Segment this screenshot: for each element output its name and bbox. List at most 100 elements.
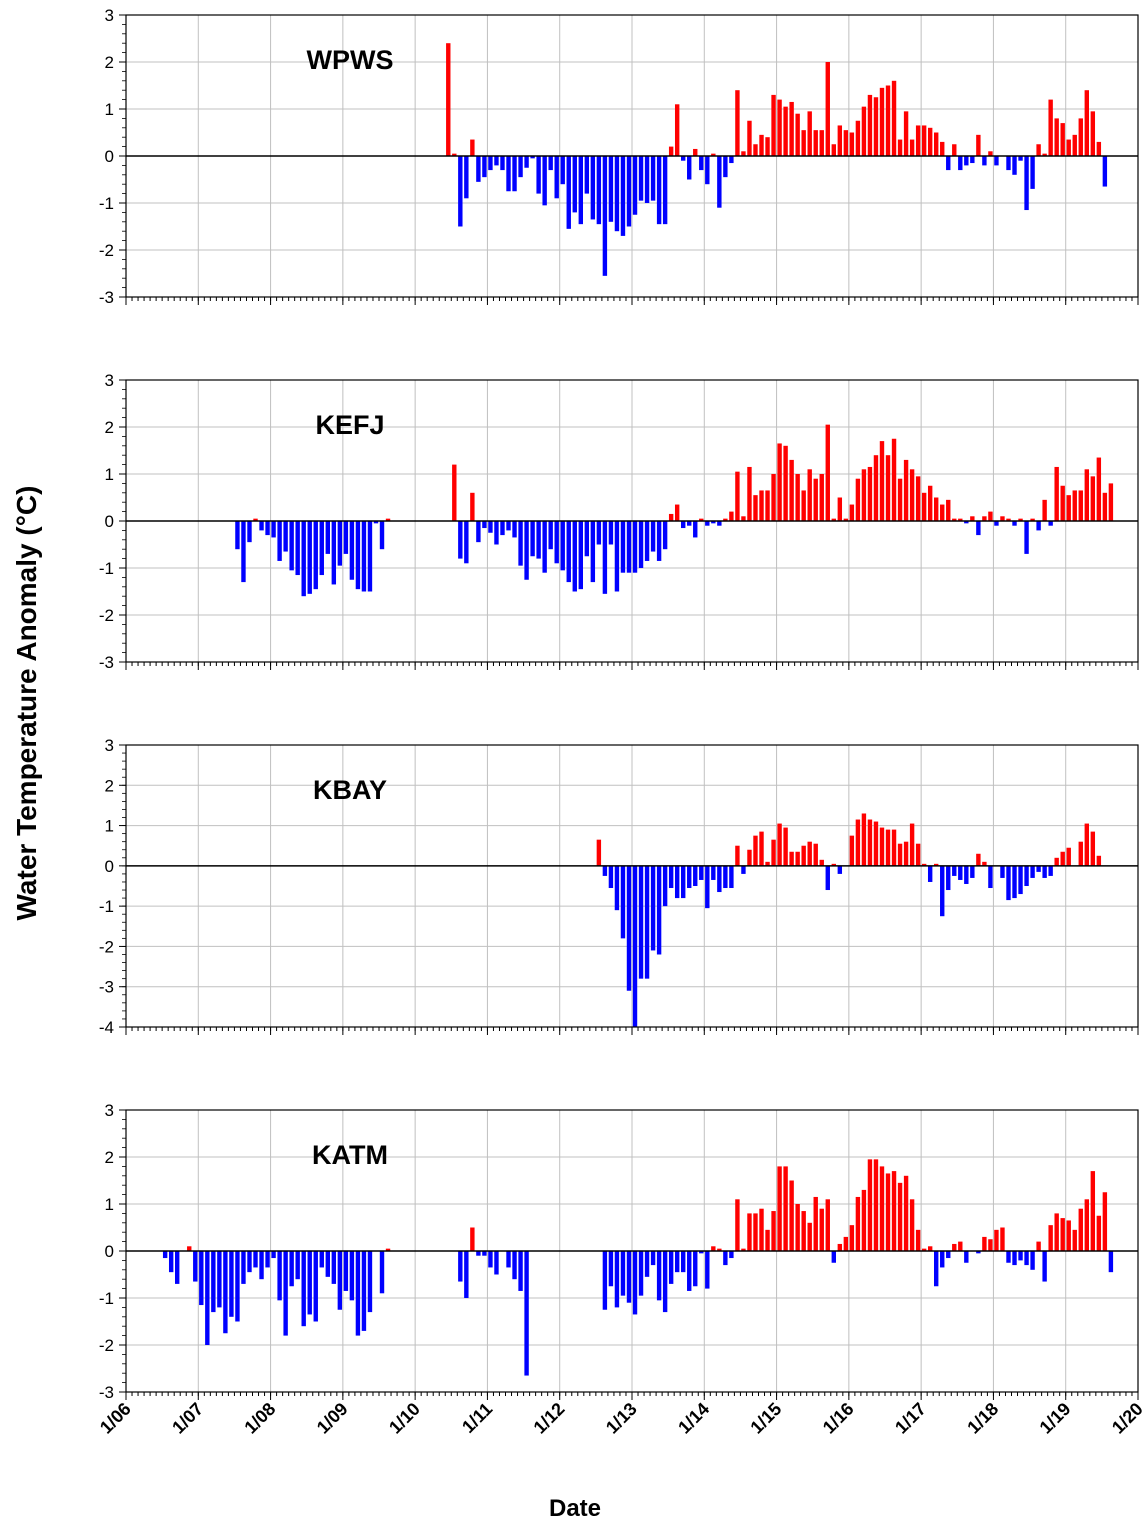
bar (717, 521, 722, 526)
bar (807, 841, 812, 866)
bar (494, 156, 499, 166)
bar (349, 1251, 355, 1301)
bar (717, 156, 722, 208)
bar (1054, 857, 1059, 866)
bar (626, 865, 632, 991)
bar (783, 1166, 788, 1251)
bar (1054, 1213, 1059, 1251)
bar (1018, 156, 1023, 161)
bar (668, 865, 674, 889)
bar (711, 153, 716, 156)
bar (777, 443, 782, 521)
bar (903, 841, 909, 866)
bar (897, 139, 903, 156)
bar (807, 1222, 812, 1251)
bar (488, 156, 493, 171)
bar (964, 1251, 969, 1263)
bar (723, 518, 728, 521)
bar (476, 156, 481, 182)
bar (819, 859, 824, 866)
bar (608, 521, 614, 545)
bar (512, 1251, 517, 1280)
bar (518, 156, 523, 178)
bar (958, 518, 963, 521)
bar (662, 1251, 668, 1313)
bar (620, 1251, 626, 1296)
bar (988, 511, 993, 521)
bar (855, 819, 861, 866)
bar (1018, 1251, 1023, 1261)
bar (801, 130, 806, 156)
bar (699, 156, 704, 171)
bar (825, 1199, 830, 1251)
bar (656, 1251, 662, 1301)
bar (994, 521, 999, 526)
bar (891, 438, 897, 521)
bar (650, 521, 656, 552)
bar (759, 1208, 764, 1251)
bar (1090, 831, 1096, 866)
y-tick-label: 2 (105, 1148, 114, 1167)
bar (885, 1173, 891, 1251)
bar (313, 521, 318, 590)
bar (650, 865, 656, 951)
bar (837, 125, 843, 156)
bar (1024, 156, 1029, 211)
y-tick-label: -1 (99, 897, 114, 916)
y-tick-label: -2 (99, 1336, 114, 1355)
bar (789, 851, 794, 866)
bar (632, 1251, 638, 1315)
bar (813, 478, 818, 521)
bar (747, 466, 752, 521)
bar (614, 156, 620, 232)
bar (765, 490, 770, 521)
bar (488, 521, 493, 533)
bar (536, 521, 541, 559)
bar (970, 156, 975, 164)
bar (741, 865, 746, 874)
bar (656, 156, 662, 225)
bar (1078, 1208, 1083, 1251)
bar (584, 521, 590, 557)
bar (1066, 847, 1071, 866)
bar (566, 521, 571, 583)
y-tick-label: -1 (99, 1289, 114, 1308)
bar (638, 521, 644, 568)
bar (476, 521, 481, 543)
bar (921, 1248, 927, 1251)
bar (771, 839, 776, 866)
y-tick-label: 3 (105, 371, 114, 390)
bar (548, 156, 553, 171)
bar (843, 1236, 849, 1251)
bar (241, 521, 246, 583)
bar (1090, 476, 1096, 521)
bar (560, 156, 565, 185)
bar (1012, 1251, 1017, 1266)
bar (175, 1251, 180, 1284)
bar (891, 1171, 897, 1251)
bar (566, 156, 571, 229)
bar (795, 113, 800, 156)
bar (861, 1189, 867, 1251)
bar (879, 87, 885, 156)
bar (795, 851, 800, 866)
bar (1096, 1215, 1102, 1251)
bar (253, 1251, 258, 1268)
bar (897, 1182, 903, 1251)
bar (506, 156, 511, 192)
bar (771, 1211, 776, 1251)
bar (777, 823, 782, 866)
bar (801, 845, 806, 866)
bar (662, 521, 668, 550)
bar (1024, 521, 1029, 554)
bar (903, 459, 909, 521)
bar (687, 521, 692, 526)
bar (644, 156, 650, 203)
bar (277, 521, 282, 561)
bar (940, 1251, 945, 1268)
bar (915, 125, 921, 156)
bar (1090, 111, 1096, 156)
bar (771, 474, 776, 521)
bar (668, 146, 674, 156)
bar (482, 521, 487, 529)
